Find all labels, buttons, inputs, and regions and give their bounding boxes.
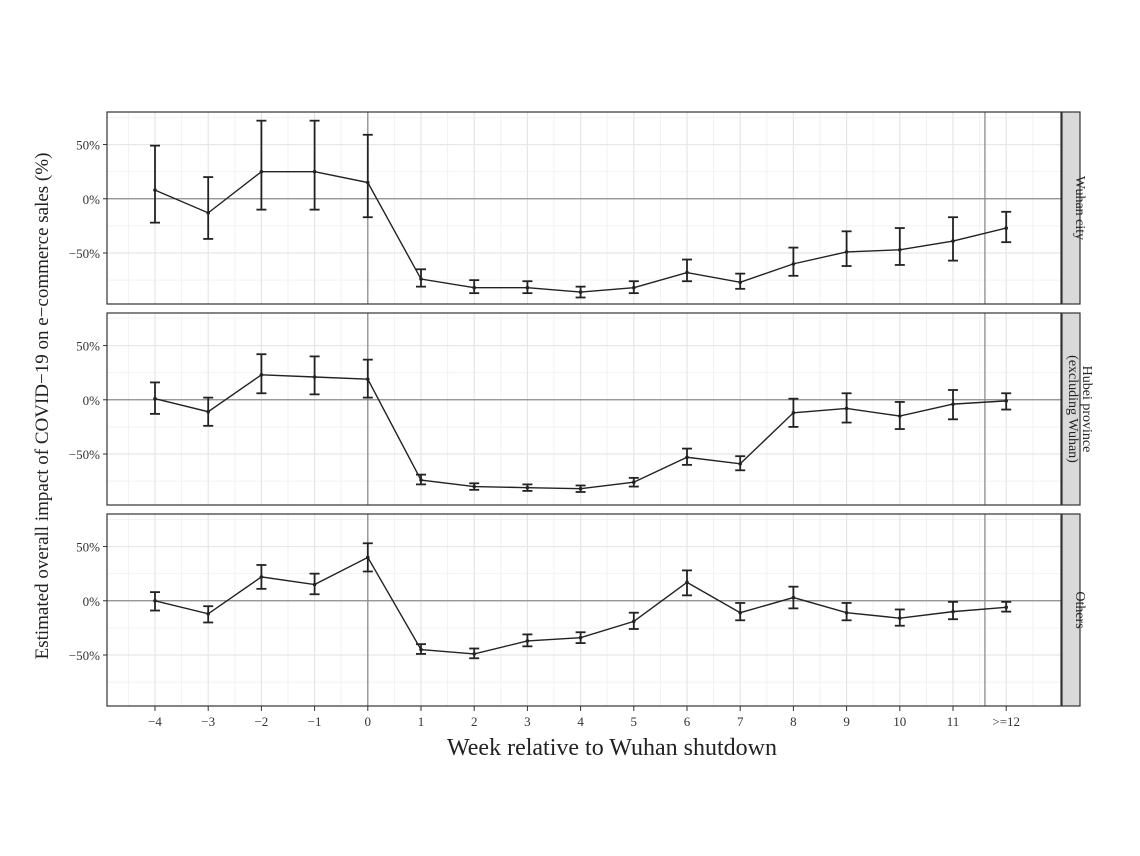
x-tick-label: 5 (631, 714, 638, 729)
x-tick-label: −2 (254, 714, 268, 729)
y-tick-label: 0% (83, 192, 101, 207)
data-point (844, 610, 849, 615)
y-tick-label: 0% (83, 594, 101, 609)
data-point (1004, 226, 1008, 230)
facet-label: Wuhan city (1072, 176, 1087, 240)
data-point (738, 280, 742, 285)
data-point (153, 188, 157, 192)
x-tick-label: 1 (418, 714, 425, 729)
data-point (578, 486, 583, 491)
data-point (791, 262, 796, 266)
panel-background (107, 514, 1061, 706)
data-point (632, 480, 636, 485)
y-tick-label: −50% (69, 648, 100, 663)
data-point (259, 575, 264, 579)
data-point (685, 580, 689, 585)
data-point (685, 270, 689, 275)
data-point (951, 239, 955, 243)
data-point (844, 406, 849, 411)
x-tick-label: 0 (365, 714, 372, 729)
data-point (738, 610, 742, 615)
data-point (525, 639, 530, 643)
data-point (206, 211, 210, 215)
data-point (206, 409, 210, 414)
x-tick-label: 10 (893, 714, 906, 729)
x-tick-label: −4 (148, 714, 162, 729)
x-tick-label: −3 (201, 714, 215, 729)
data-point (259, 169, 264, 174)
data-point (312, 582, 317, 587)
x-tick-label: 8 (790, 714, 797, 729)
x-tick-label: 3 (524, 714, 531, 729)
data-point (525, 285, 530, 290)
data-point (525, 485, 530, 490)
x-tick-label: 11 (947, 714, 960, 729)
data-point (578, 290, 583, 294)
data-point (898, 414, 902, 418)
x-tick-label: −1 (308, 714, 322, 729)
x-tick-label: 6 (684, 714, 691, 729)
panel-border (106, 513, 1062, 707)
data-point (366, 180, 370, 185)
facet-label: Hubei province (1079, 366, 1094, 453)
data-point (366, 555, 370, 560)
data-point (791, 410, 796, 415)
x-tick-label: >=12 (992, 714, 1020, 729)
data-point (1004, 399, 1008, 403)
data-point (366, 377, 370, 381)
data-point (951, 402, 955, 406)
panel-border (106, 312, 1062, 506)
data-point (898, 247, 902, 252)
data-point (206, 611, 210, 616)
x-axis-title: Week relative to Wuhan shutdown (447, 735, 777, 761)
x-tick-label: 2 (471, 714, 478, 729)
data-point (153, 396, 157, 401)
data-point (898, 616, 902, 620)
facet-strip (1061, 312, 1081, 506)
data-point (419, 647, 423, 652)
data-point (1004, 605, 1008, 610)
data-point (472, 484, 477, 489)
y-tick-label: 0% (83, 393, 101, 408)
facet-strip (1061, 513, 1081, 707)
data-point (791, 595, 796, 600)
data-point (632, 285, 636, 290)
y-tick-label: 50% (76, 540, 100, 555)
facet-label: Others (1072, 591, 1087, 628)
y-tick-label: −50% (69, 447, 100, 462)
data-point (951, 609, 955, 614)
y-tick-label: 50% (76, 339, 100, 354)
data-point (419, 478, 423, 482)
facet-label: (excluding Wuhan) (1065, 355, 1080, 463)
data-point (419, 277, 423, 281)
y-axis-title: Estimated overall impact of COVID−19 on … (32, 153, 53, 660)
data-point (844, 250, 849, 254)
x-tick-label: 4 (577, 714, 584, 729)
data-point (472, 285, 477, 290)
panel-background (107, 112, 1061, 304)
panel-background (107, 313, 1061, 505)
data-point (738, 461, 742, 466)
data-point (685, 455, 689, 460)
data-point (472, 652, 477, 656)
x-tick-label: 9 (843, 714, 850, 729)
y-tick-label: −50% (69, 246, 100, 261)
panel-border (106, 111, 1062, 305)
data-point (578, 635, 583, 640)
y-tick-label: 50% (76, 138, 100, 153)
x-tick-label: 7 (737, 714, 744, 729)
data-point (632, 619, 636, 624)
data-point (312, 169, 317, 174)
data-point (312, 375, 317, 379)
data-point (259, 373, 264, 377)
facet-strip (1061, 111, 1081, 305)
data-point (153, 598, 157, 603)
